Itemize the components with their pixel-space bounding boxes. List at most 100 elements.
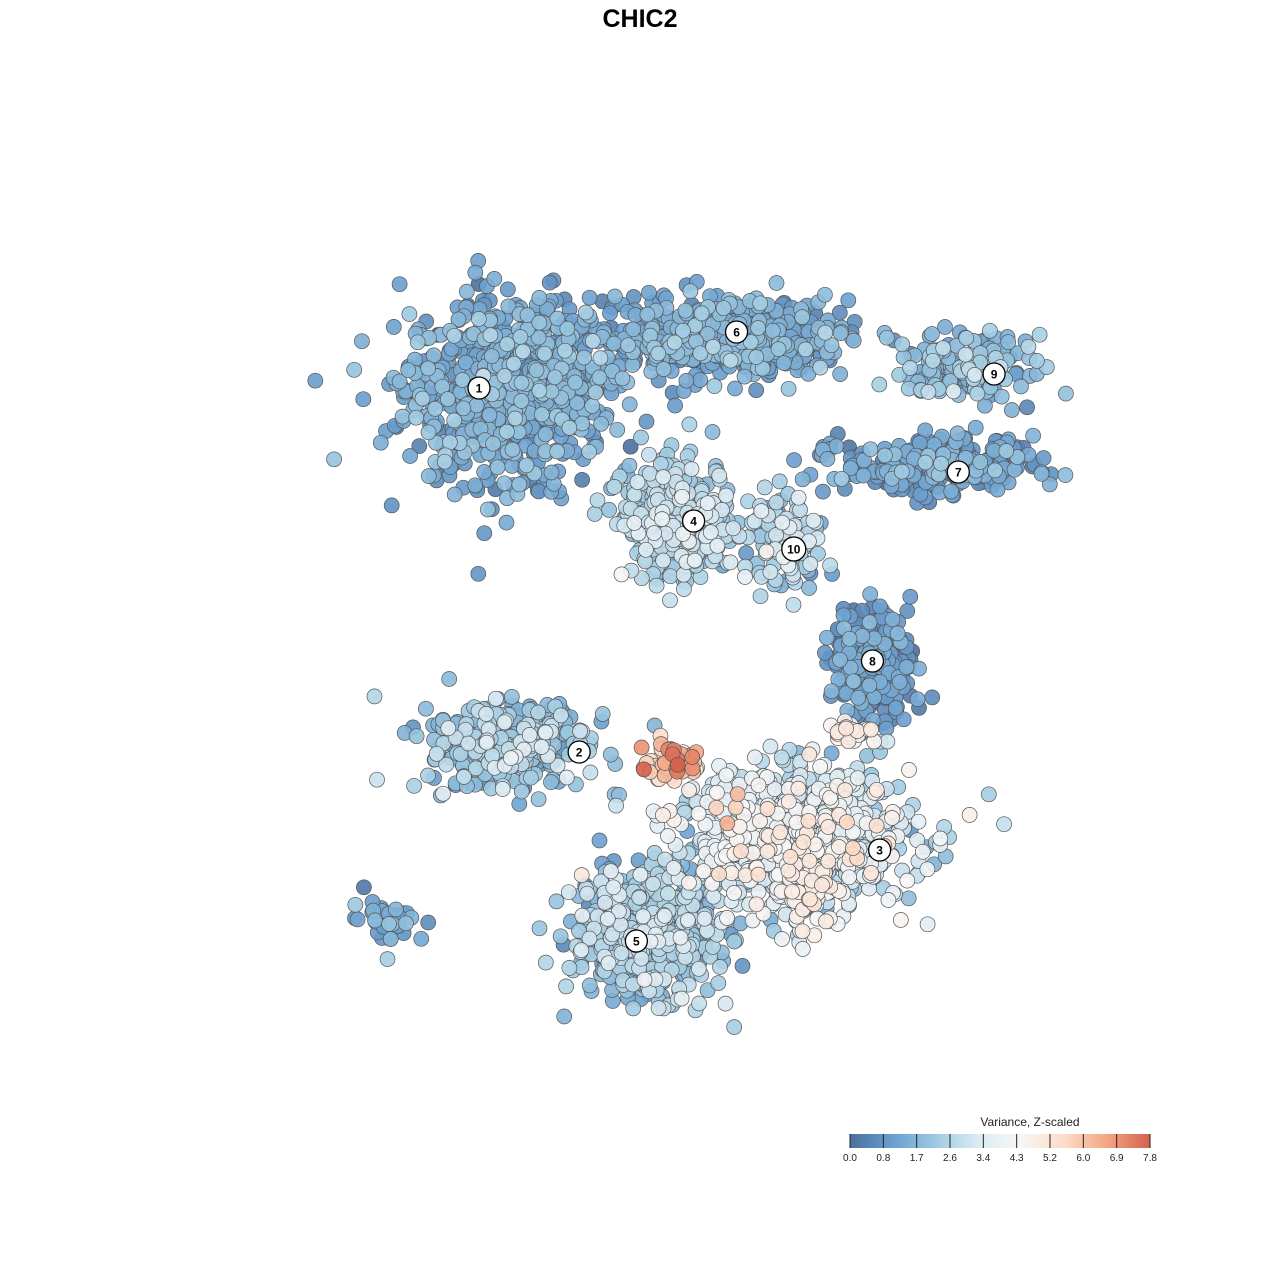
scatter-point <box>894 463 910 480</box>
scatter-point <box>589 492 606 509</box>
scatter-point <box>884 611 901 628</box>
scatter-point <box>667 397 683 414</box>
scatter-point <box>408 409 425 426</box>
scatter-point <box>460 735 477 752</box>
scatter-point <box>467 264 484 281</box>
scatter-point <box>655 469 672 485</box>
scatter-point <box>949 425 966 442</box>
scatter-point <box>709 784 725 801</box>
scatter-point <box>863 721 879 738</box>
scatter-point <box>889 625 906 642</box>
scatter-point <box>356 879 372 896</box>
scatter-point <box>400 362 417 379</box>
scatter-point <box>582 764 599 781</box>
cluster-label-5: 5 <box>624 929 649 953</box>
scatter-point <box>780 793 797 810</box>
scatter-point <box>398 915 414 932</box>
scatter-point <box>750 777 767 794</box>
cluster-label-text: 10 <box>787 543 801 557</box>
scatter-point <box>505 355 522 372</box>
scatter-point <box>966 367 983 383</box>
scatter-point <box>902 588 919 605</box>
scatter-point <box>879 733 896 750</box>
scatter-point <box>561 419 578 436</box>
scatter-point <box>820 819 837 835</box>
scatter-point <box>531 290 548 306</box>
scatter-point <box>832 366 849 382</box>
cluster-label-10: 10 <box>781 536 807 562</box>
colorbar-tick-label: 5.2 <box>1043 1153 1057 1164</box>
scatter-point <box>470 565 487 582</box>
scatter-point <box>581 289 598 306</box>
scatter-point <box>748 896 765 913</box>
scatter-point <box>961 807 978 823</box>
scatter-point <box>645 876 661 892</box>
scatter-point <box>710 975 727 991</box>
scatter-point <box>533 406 550 423</box>
scatter-point <box>602 746 619 763</box>
scatter-point <box>794 941 811 957</box>
scatter-point <box>622 438 639 455</box>
scatter-point <box>636 761 652 778</box>
colorbar-tick-label: 0.0 <box>843 1153 857 1164</box>
cluster-label-9: 9 <box>982 362 1006 386</box>
scatter-point <box>891 674 908 690</box>
scatter-point <box>553 707 569 724</box>
scatter-point <box>633 429 649 446</box>
scatter-point <box>748 349 765 365</box>
scatter-point <box>478 706 495 722</box>
colorbar-tick-label: 3.4 <box>976 1153 990 1164</box>
scatter-point <box>354 333 370 350</box>
scatter-point <box>817 324 834 341</box>
scatter-point <box>561 960 578 976</box>
scatter-point <box>420 468 437 484</box>
scatter-point <box>476 464 493 480</box>
scatter-point <box>910 813 927 830</box>
scatter-point <box>673 990 690 1007</box>
scatter-point <box>614 370 631 387</box>
scatter-point <box>641 446 657 463</box>
scatter-point <box>666 334 683 351</box>
scatter-point <box>587 384 604 401</box>
scatter-point <box>633 739 650 756</box>
scatter-point <box>980 786 997 803</box>
scatter-point <box>790 489 807 506</box>
scatter-point <box>750 320 766 336</box>
scatter-point <box>774 514 791 531</box>
cluster-label-3: 3 <box>867 838 892 862</box>
scatter-point <box>547 369 563 386</box>
scatter-point <box>574 907 591 924</box>
scatter-point <box>307 372 324 389</box>
scatter-point <box>832 325 849 341</box>
scatter-point <box>625 1000 642 1017</box>
scatter-point <box>577 304 594 321</box>
scatter-point <box>706 378 723 394</box>
scatter-point <box>899 872 916 889</box>
scatter-point <box>892 912 909 928</box>
scatter-point <box>515 343 531 360</box>
scatter-point <box>513 393 530 409</box>
scatter-point <box>646 525 662 541</box>
scatter-point <box>690 960 707 977</box>
scatter-point <box>1013 378 1029 395</box>
scatter-point <box>606 479 623 495</box>
scatter-point <box>681 416 698 433</box>
scatter-point <box>560 884 577 901</box>
scatter-point <box>418 700 434 717</box>
scatter-point <box>573 942 590 958</box>
scatter-point <box>752 295 769 312</box>
scatter-point <box>498 514 515 531</box>
scatter-point <box>898 659 915 675</box>
scatter-point <box>594 706 611 722</box>
scatter-point <box>726 885 742 901</box>
scatter-point <box>597 894 613 911</box>
cluster-label-text: 1 <box>476 382 483 396</box>
scatter-point <box>982 322 998 339</box>
scatter-point <box>877 447 893 464</box>
scatter-point <box>774 931 790 947</box>
scatter-point <box>919 861 936 878</box>
scatter-point <box>800 812 817 829</box>
colorbar-tick-label: 6.0 <box>1076 1153 1090 1164</box>
scatter-point <box>512 329 529 345</box>
